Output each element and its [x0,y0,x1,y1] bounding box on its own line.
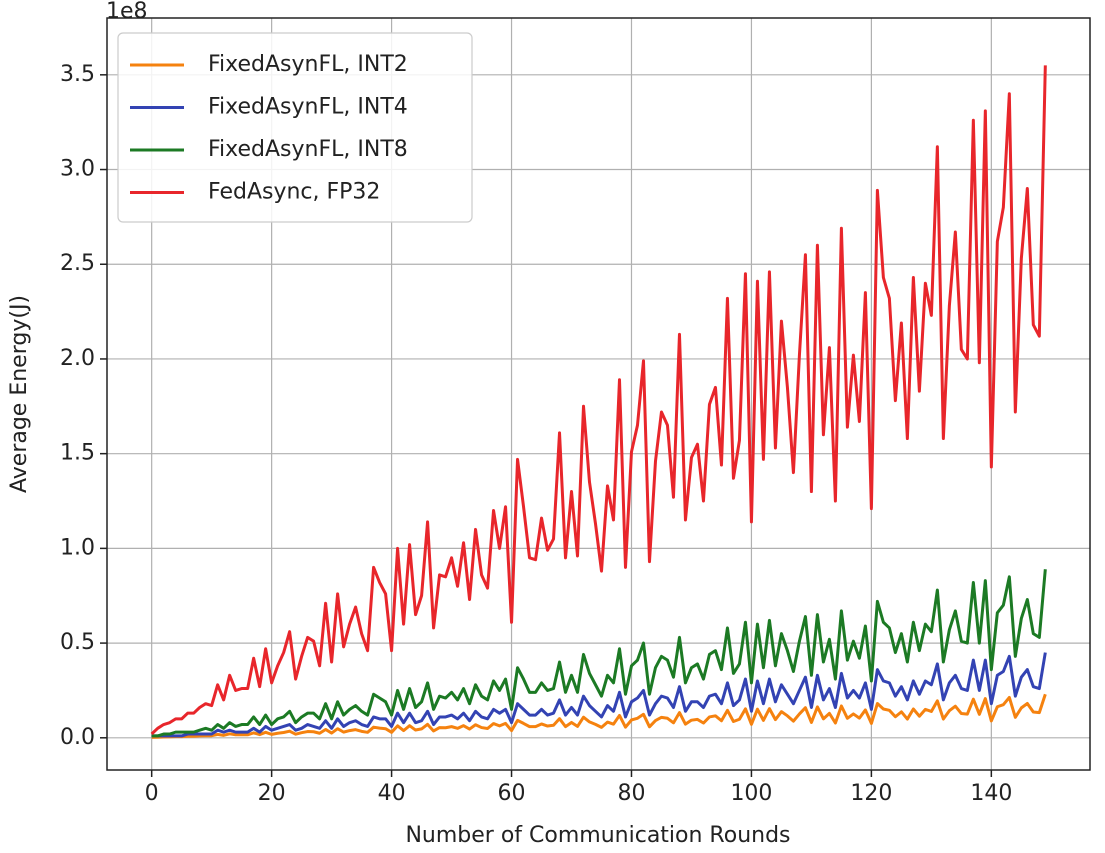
y-axis-label: Average Energy(J) [7,295,32,493]
x-tick-label: 140 [970,781,1012,806]
x-tick-label: 80 [617,781,645,806]
legend-label: FixedAsynFL, INT8 [208,137,408,162]
y-tick-label: 0.5 [60,630,95,655]
y-tick-label: 2.0 [60,346,95,371]
y-tick-label: 1.0 [60,535,95,560]
series-line [151,569,1047,738]
legend: FixedAsynFL, INT2 FixedAsynFL, INT4 FixedA… [117,32,473,223]
offset-label: 1e8 [106,0,148,24]
legend-box [117,32,473,223]
y-tick-label: 1.5 [60,441,95,466]
y-tick-label: 3.0 [60,157,95,182]
plot-frame [106,17,1091,771]
series-line [150,65,1047,736]
y-tick-label: 2.5 [60,251,95,276]
y-tick-label: 0.0 [60,725,95,750]
series-line [151,652,1047,738]
legend-label: FedAsync, FP32 [208,180,380,205]
x-tick-label: 40 [378,781,406,806]
x-tick-label: 100 [730,781,772,806]
x-tick-label: 0 [145,781,159,806]
x-axis-label: Number of Communication Rounds [405,823,790,848]
x-tick-label: 120 [850,781,892,806]
series-line [151,693,1047,739]
x-tick-label: 20 [258,781,286,806]
legend-label: FixedAsynFL, INT2 [208,52,408,77]
legend-label: FixedAsynFL, INT4 [208,95,408,120]
x-tick-label: 60 [498,781,526,806]
y-tick-label: 3.5 [60,62,95,87]
